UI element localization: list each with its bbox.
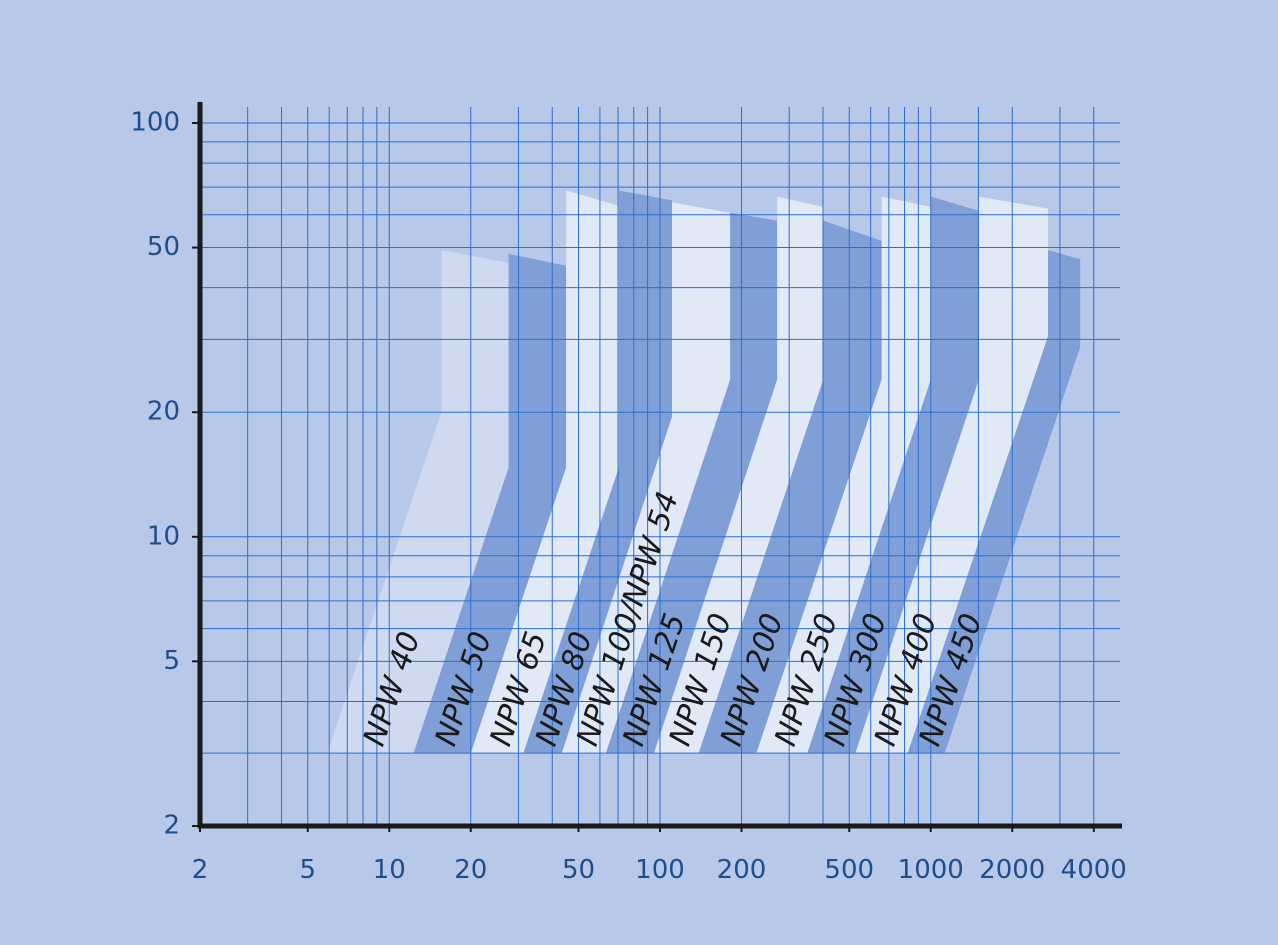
y-tick-label: 20: [147, 397, 180, 427]
pump-field: [807, 196, 979, 754]
y-tick-label: 100: [130, 108, 180, 138]
x-tick-label: 20: [454, 855, 487, 885]
x-tick-label: 2: [192, 855, 209, 885]
pump-field: [605, 212, 778, 754]
x-tick-label: 4000: [1061, 855, 1127, 885]
x-tick-label: 500: [824, 855, 874, 885]
fields: [327, 190, 1081, 754]
y-tick-label: 50: [147, 232, 180, 262]
x-tick-label: 1000: [898, 855, 964, 885]
x-tick-label: 50: [562, 855, 595, 885]
x-tick-label: 5: [299, 855, 316, 885]
y-tick-label: 2: [163, 811, 180, 841]
pump-field: [698, 220, 882, 754]
pump-field: [413, 253, 567, 754]
x-tick-label: 10: [373, 855, 406, 885]
pump-field: [523, 190, 672, 754]
axes: 2 5 10 20 50 100 200 500 1000 2000 4000 2 5 10 20 50 100: [130, 102, 1127, 885]
y-tick-label: 10: [147, 521, 180, 551]
x-tick-label: 2000: [979, 855, 1045, 885]
pump-field: [907, 250, 1081, 754]
pump-field: [561, 202, 731, 754]
pump-field: [470, 190, 619, 754]
pump-field: [855, 196, 1048, 754]
pump-field: [756, 196, 931, 754]
x-tick-label: 100: [635, 855, 685, 885]
pump-field: [654, 196, 824, 754]
x-tick-label: 200: [717, 855, 767, 885]
grid: [200, 107, 1120, 826]
y-tick-label: 5: [163, 646, 180, 676]
pump-field: [327, 250, 509, 754]
